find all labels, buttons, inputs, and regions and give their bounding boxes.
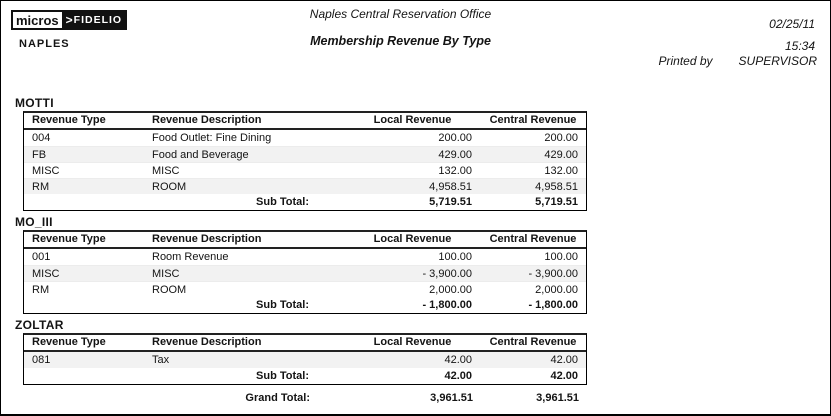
cell-local-revenue: 100.00 [438, 251, 472, 263]
cell-local-revenue: 42.00 [444, 354, 472, 366]
subtotal-local-revenue: - 1,800.00 [422, 299, 472, 311]
cell-local-revenue: 429.00 [438, 149, 472, 161]
cell-central-revenue: 100.00 [544, 251, 578, 263]
cell-revenue-type: 081 [32, 354, 51, 366]
column-header-local-revenue: Local Revenue [373, 114, 452, 126]
cell-local-revenue: 132.00 [438, 165, 472, 177]
cell-local-revenue: 2,000.00 [429, 284, 472, 296]
table-row: 001 Room Revenue 100.00 100.00 [24, 249, 586, 265]
subtotal-label: Sub Total: [256, 370, 309, 382]
subtotal-local-revenue: 42.00 [444, 370, 472, 382]
table-row: 081 Tax 42.00 42.00 [24, 352, 586, 368]
report-date: 02/25/11 [769, 17, 815, 31]
column-header-local-revenue: Local Revenue [373, 233, 452, 245]
subtotal-central-revenue: 5,719.51 [535, 196, 578, 208]
table-row: RM ROOM 2,000.00 2,000.00 [24, 281, 586, 297]
printed-by-value: SUPERVISOR [738, 54, 817, 68]
cell-revenue-description: Room Revenue [152, 251, 229, 263]
cell-revenue-description: ROOM [152, 181, 187, 193]
office-code: NAPLES [19, 38, 70, 50]
revenue-table: Revenue Type Revenue Description Local R… [23, 111, 587, 211]
section-title: ZOLTAR [15, 318, 64, 332]
column-header-revenue-description: Revenue Description [152, 233, 262, 245]
grand-total-central-revenue: 3,961.51 [536, 392, 579, 404]
cell-revenue-type: FB [32, 149, 47, 161]
cell-central-revenue: 200.00 [544, 132, 578, 144]
subtotal-row: Sub Total: 5,719.51 5,719.51 [24, 194, 586, 210]
cell-revenue-description: MISC [152, 268, 180, 280]
column-header-revenue-type: Revenue Type [32, 233, 106, 245]
cell-central-revenue: 2,000.00 [535, 284, 578, 296]
table-row: 004 Food Outlet: Fine Dining 200.00 200.… [24, 130, 586, 146]
cell-central-revenue: 4,958.51 [535, 181, 578, 193]
table-row: MISC MISC 132.00 132.00 [24, 162, 586, 178]
cell-revenue-description: Food and Beverage [152, 149, 249, 161]
column-header-central-revenue: Central Revenue [489, 233, 577, 245]
table-row: FB Food and Beverage 429.00 429.00 [24, 146, 586, 162]
grand-total-local-revenue: 3,961.51 [430, 392, 473, 404]
column-header-central-revenue: Central Revenue [489, 114, 577, 126]
cell-revenue-description: ROOM [152, 284, 187, 296]
report-title: Membership Revenue By Type [310, 34, 491, 48]
cell-revenue-type: 001 [32, 251, 51, 263]
table-row: MISC MISC - 3,900.00 - 3,900.00 [24, 265, 586, 281]
printed-by-row: Printed by SUPERVISOR [659, 54, 818, 68]
cell-central-revenue: - 3,900.00 [528, 268, 578, 280]
revenue-table: Revenue Type Revenue Description Local R… [23, 333, 587, 385]
micros-logo-text: micros [11, 10, 64, 30]
subtotal-label: Sub Total: [256, 299, 309, 311]
fidelio-logo-text: > FIDELIO [63, 10, 128, 30]
cell-local-revenue: 200.00 [438, 132, 472, 144]
column-header-central-revenue: Central Revenue [489, 336, 577, 348]
subtotal-local-revenue: 5,719.51 [429, 196, 472, 208]
cell-central-revenue: 132.00 [544, 165, 578, 177]
report-body: MOTTI Revenue Type Revenue Description L… [1, 97, 830, 406]
office-name: Naples Central Reservation Office [309, 7, 492, 21]
table-header-row: Revenue Type Revenue Description Local R… [24, 232, 586, 249]
revenue-table: Revenue Type Revenue Description Local R… [23, 230, 587, 314]
section-motti: MOTTI Revenue Type Revenue Description L… [1, 97, 830, 211]
cell-revenue-description: MISC [152, 165, 180, 177]
table-header-row: Revenue Type Revenue Description Local R… [24, 335, 586, 352]
fidelio-label: FIDELIO [73, 14, 123, 26]
column-header-local-revenue: Local Revenue [373, 336, 452, 348]
cell-local-revenue: - 3,900.00 [422, 268, 472, 280]
subtotal-row: Sub Total: - 1,800.00 - 1,800.00 [24, 297, 586, 313]
cell-revenue-type: 004 [32, 132, 51, 144]
table-row: RM ROOM 4,958.51 4,958.51 [24, 178, 586, 194]
column-header-revenue-type: Revenue Type [32, 336, 106, 348]
cell-revenue-description: Tax [152, 354, 170, 366]
section-title: MO_III [15, 215, 53, 229]
cell-central-revenue: 429.00 [544, 149, 578, 161]
cell-local-revenue: 4,958.51 [429, 181, 472, 193]
cell-revenue-type: RM [32, 181, 50, 193]
report-time: 15:34 [784, 39, 815, 53]
section-zoltar: ZOLTAR Revenue Type Revenue Description … [1, 319, 830, 385]
subtotal-central-revenue: 42.00 [550, 370, 578, 382]
cell-central-revenue: 42.00 [550, 354, 578, 366]
cell-revenue-type: MISC [32, 268, 60, 280]
subtotal-label: Sub Total: [256, 196, 309, 208]
column-header-revenue-description: Revenue Description [152, 336, 262, 348]
logo-arrow-icon: > [65, 13, 73, 27]
column-header-revenue-type: Revenue Type [32, 114, 106, 126]
subtotal-central-revenue: - 1,800.00 [528, 299, 578, 311]
cell-revenue-type: MISC [32, 165, 60, 177]
cell-revenue-description: Food Outlet: Fine Dining [152, 132, 272, 144]
grand-total-row: Grand Total: 3,961.51 3,961.51 [23, 390, 587, 406]
cell-revenue-type: RM [32, 284, 50, 296]
column-header-revenue-description: Revenue Description [152, 114, 262, 126]
table-header-row: Revenue Type Revenue Description Local R… [24, 113, 586, 130]
printed-by-label: Printed by [658, 54, 713, 68]
section-mo-iii: MO_III Revenue Type Revenue Description … [1, 216, 830, 314]
subtotal-row: Sub Total: 42.00 42.00 [24, 368, 586, 384]
grand-total-label: Grand Total: [245, 392, 310, 404]
micros-fidelio-logo: micros > FIDELIO [11, 10, 128, 30]
section-title: MOTTI [15, 96, 54, 110]
